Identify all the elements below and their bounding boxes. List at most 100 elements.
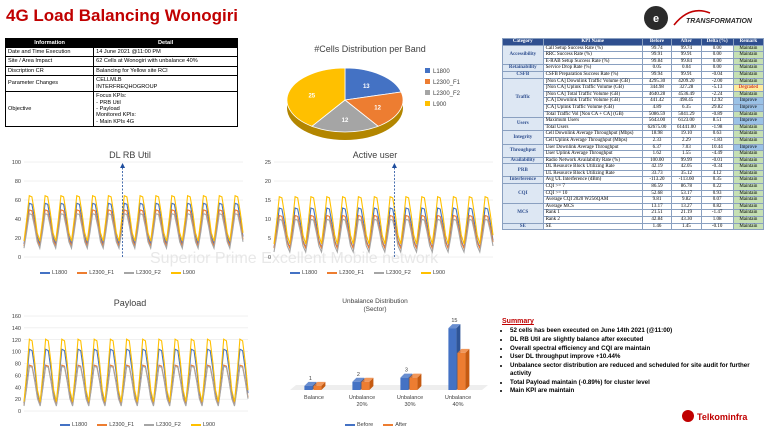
kpi-remark: Maintain bbox=[732, 136, 765, 145]
pie-slice-label: 13 bbox=[363, 84, 370, 90]
kpi-name: RRC Success Rate (%) bbox=[542, 51, 643, 59]
category-label: 30% bbox=[404, 402, 415, 408]
kpi-remark: Maintain bbox=[732, 90, 765, 99]
kpi-after: 43.30 bbox=[671, 216, 702, 224]
info-header-detail: Detail bbox=[93, 38, 238, 48]
kpi-category: Retainability bbox=[502, 64, 544, 72]
kpi-name: User Downlink Average Throughput bbox=[542, 143, 643, 152]
kpi-before: 0.05 bbox=[641, 64, 673, 72]
legend-label: L2300_F1 bbox=[109, 422, 135, 428]
pie-slice-label: 12 bbox=[342, 118, 349, 124]
kpi-name: Maximum Users bbox=[542, 117, 643, 125]
kpi-header: After bbox=[671, 38, 702, 46]
info-label: Objective bbox=[4, 91, 95, 128]
kpi-delta: 0.63 bbox=[700, 130, 734, 138]
summary-item: Unbalance sector distribution are reduce… bbox=[510, 362, 764, 378]
info-row: Discription CR Balancing for Yellow site … bbox=[4, 65, 238, 77]
y-tick-label: 20 bbox=[15, 236, 21, 242]
kpi-name: Average CQI 2020 W256QAM bbox=[542, 196, 643, 204]
kpi-after: 42.05 bbox=[671, 163, 702, 171]
series-line-l2300_f2 bbox=[23, 212, 244, 251]
kpi-before: 99.94 bbox=[641, 70, 673, 79]
kpi-name: Average MCS bbox=[542, 202, 643, 211]
kpi-name: Cell Downlink Average Throughput (Mbps) bbox=[542, 130, 643, 138]
pie-slice-label: 25 bbox=[308, 93, 315, 99]
summary-section: Summary 52 cells has been executed on Ju… bbox=[502, 318, 764, 396]
kpi-delta: -1.47 bbox=[700, 209, 734, 218]
kpi-row: Throughput User Downlink Average Throughp… bbox=[502, 143, 765, 158]
kpi-remark: Maintain bbox=[732, 51, 765, 59]
kpi-remark: Improve bbox=[732, 97, 765, 105]
kpi-delta: -1.83 bbox=[700, 136, 734, 145]
info-value: Balancing for Yellow site RCI bbox=[93, 65, 238, 77]
pie-chart-title: #Cells Distribution per Band bbox=[314, 44, 426, 54]
kpi-after: 7.03 bbox=[671, 143, 702, 152]
kpi-before: 1.46 bbox=[641, 222, 673, 231]
bar-value-label: 3 bbox=[405, 368, 408, 374]
kpi-before: -113.20 bbox=[641, 176, 673, 185]
kpi-remark: Maintain bbox=[732, 169, 765, 178]
kpi-before: 42.84 bbox=[641, 216, 673, 224]
legend-item: L2300_F1 bbox=[97, 422, 134, 428]
kpi-remark: Maintain bbox=[732, 77, 765, 86]
kpi-remark: Maintain bbox=[732, 44, 765, 53]
kpi-delta: 0.35 bbox=[700, 176, 734, 185]
y-tick-label: 15 bbox=[265, 198, 271, 204]
legend-label: Before bbox=[357, 422, 374, 428]
kpi-after: 2.29 bbox=[671, 136, 702, 145]
category-label: Unbalance bbox=[397, 395, 423, 401]
kpi-after: 86.78 bbox=[671, 183, 702, 191]
summary-item: Main KPI are maintain bbox=[510, 387, 764, 395]
dl-prb-chart-title: DL RB Util bbox=[109, 150, 151, 160]
info-row: Parameter Changes CELLMLB INTERFREQHOGROU… bbox=[4, 75, 238, 93]
kpi-remark: Maintain bbox=[732, 209, 765, 218]
pie-slice-l1800 bbox=[344, 67, 402, 101]
legend-item: L1800 bbox=[290, 270, 317, 276]
legend-item: L2300_F2 bbox=[374, 270, 411, 276]
kpi-after: 1.55 bbox=[671, 150, 702, 158]
y-tick-label: 0 bbox=[18, 255, 21, 261]
legend-label: L900 bbox=[182, 270, 196, 276]
kpi-before: 344.98 bbox=[641, 84, 673, 92]
kpi-header: Remark bbox=[732, 38, 765, 46]
pie-slice-l900 bbox=[286, 67, 346, 127]
kpi-category: Traffic bbox=[502, 77, 544, 119]
kpi-header: Delta (%) bbox=[700, 38, 734, 46]
kpi-category: Accessibility bbox=[502, 44, 544, 66]
legend-label: L1800 bbox=[72, 422, 88, 428]
legend-swatch bbox=[290, 272, 300, 274]
y-tick-label: 20 bbox=[15, 397, 21, 403]
kpi-name: Total Traffic Vol [Non CA + CA] (GB) bbox=[542, 110, 643, 119]
svg-text:e: e bbox=[653, 13, 659, 25]
kpi-after: 5041.29 bbox=[671, 110, 702, 119]
legend-swatch bbox=[327, 272, 338, 274]
kpi-remark: Maintain bbox=[732, 176, 765, 185]
kpi-delta: -0.89 bbox=[700, 110, 734, 119]
kpi-name: Cell Uplink Average Throughput (Mbps) bbox=[542, 136, 643, 145]
kpi-delta: 29.82 bbox=[700, 103, 734, 112]
kpi-row: User Uplink Average Throughput 1.62 1.55 -4… bbox=[503, 150, 765, 158]
kpi-before: 18.98 bbox=[641, 130, 673, 138]
kpi-delta: 0.22 bbox=[700, 183, 734, 191]
info-value: CELLMLB INTERFREQHOGROUP bbox=[93, 75, 238, 93]
legend-swatch bbox=[144, 424, 155, 426]
kpi-after: 498.45 bbox=[671, 97, 702, 105]
y-tick-label: 40 bbox=[15, 217, 21, 223]
y-tick-label: 100 bbox=[12, 350, 21, 356]
kpi-before: 62675.00 bbox=[641, 123, 673, 132]
y-tick-label: 20 bbox=[265, 179, 271, 185]
legend-label: L2300_F1 bbox=[89, 270, 115, 276]
legend-swatch bbox=[40, 272, 50, 274]
info-value: 62 Cells at Wonogiri with unbalance 40% bbox=[93, 56, 238, 67]
kpi-row: [Non CA] Uplink Traffic Volume (GB) 344.9… bbox=[503, 84, 765, 92]
kpi-after: 13.27 bbox=[671, 202, 702, 211]
kpi-after: 1.45 bbox=[671, 222, 702, 231]
y-tick-label: 160 bbox=[12, 314, 21, 320]
kpi-name: User Uplink Average Throughput bbox=[542, 150, 643, 158]
legend-label: L2300_F2 bbox=[156, 422, 181, 428]
kpi-row: Integrity Cell Downlink Average Throughpu… bbox=[502, 130, 765, 145]
payload-chart-title: Payload bbox=[113, 298, 147, 308]
category-label: Unbalance bbox=[445, 395, 471, 401]
kpi-delta: -0.01 bbox=[700, 156, 734, 165]
kpi-before: 6.37 bbox=[641, 143, 673, 152]
